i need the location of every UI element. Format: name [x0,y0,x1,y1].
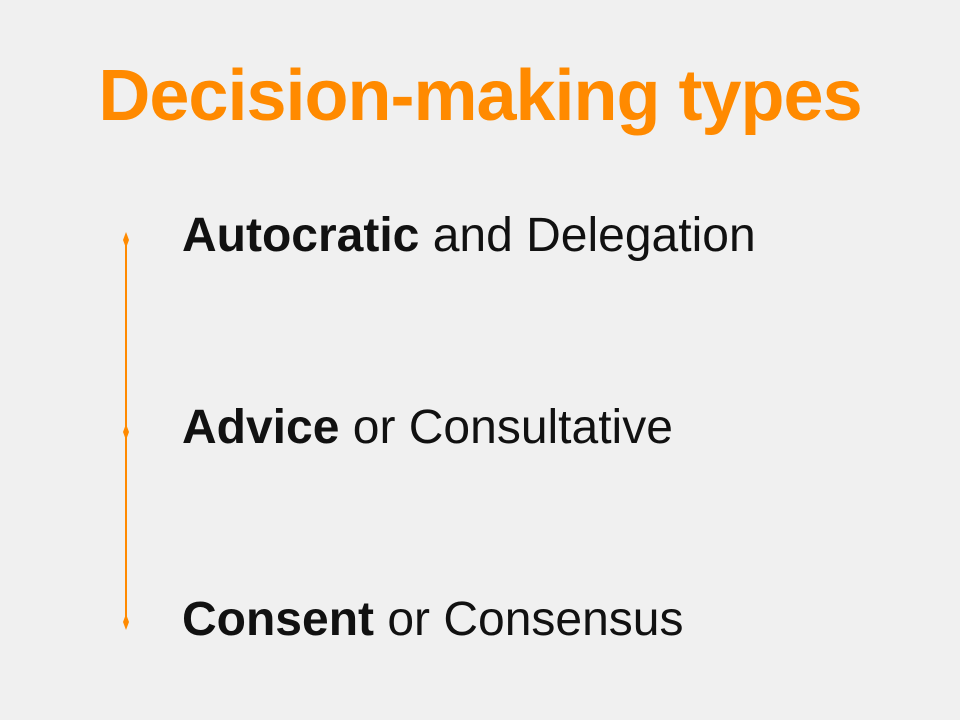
item-rest-text: or Consensus [374,593,684,646]
item-rest-text: and Delegation [419,209,756,262]
diamond-marker-icon [123,424,129,440]
timeline [116,226,140,634]
decision-types-list: Autocratic and Delegation Advice or Cons… [182,0,922,720]
list-item: Autocratic and Delegation [182,206,922,266]
item-bold-term: Autocratic [182,209,420,262]
diamond-marker-icon [123,614,129,630]
diamond-marker-icon [123,232,129,248]
list-item: Consent or Consensus [182,590,922,650]
slide-title: Decision-making types [98,56,862,136]
timeline-graphic [123,232,129,630]
item-bold-term: Consent [182,593,374,646]
item-rest-text: or Consultative [339,401,673,454]
item-bold-term: Advice [182,401,340,454]
list-item: Advice or Consultative [182,398,922,458]
